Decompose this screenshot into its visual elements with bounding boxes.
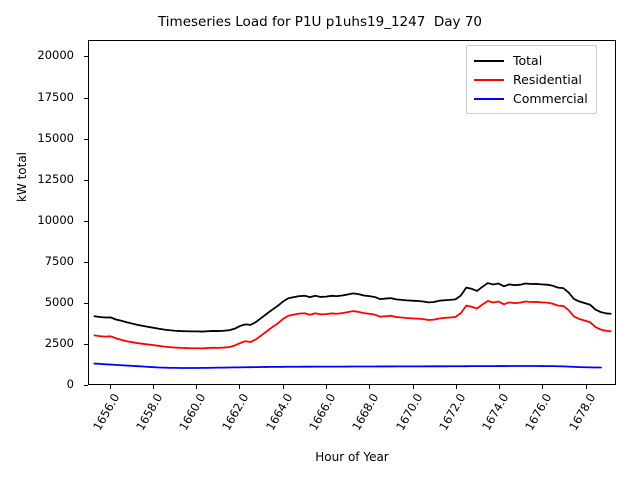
x-axis-tick-mark bbox=[109, 385, 111, 389]
x-axis-tick-mark bbox=[455, 385, 457, 389]
series-lines bbox=[93, 282, 612, 369]
x-axis-tick-label: 1660.0 bbox=[176, 391, 209, 433]
legend-label: Residential bbox=[513, 72, 582, 87]
x-axis-tick-mark bbox=[239, 385, 241, 389]
legend-item-commercial: Commercial bbox=[474, 89, 588, 108]
x-axis-tick-label: 1664.0 bbox=[262, 391, 296, 433]
x-axis-tick-label: 1678.0 bbox=[565, 391, 599, 433]
y-axis-tick-label: 12500 bbox=[37, 171, 74, 186]
y-axis-tick-label: 17500 bbox=[37, 89, 74, 104]
legend-label: Commercial bbox=[513, 91, 588, 106]
x-axis-tick-label: 1656.0 bbox=[89, 391, 123, 433]
y-axis-tick-label: 20000 bbox=[37, 48, 74, 63]
x-axis-tick-mark bbox=[412, 385, 414, 389]
y-axis-tick-label: 10000 bbox=[37, 212, 74, 227]
x-axis-tick-mark bbox=[542, 385, 544, 389]
legend-swatch-residential bbox=[474, 78, 504, 81]
y-axis-tick-label: 2500 bbox=[44, 335, 74, 350]
legend-swatch-total bbox=[474, 59, 504, 62]
y-axis-tick-label: 5000 bbox=[44, 294, 74, 309]
x-axis-tick-label: 1666.0 bbox=[306, 391, 339, 433]
x-axis-tick-mark bbox=[152, 385, 154, 389]
x-axis-tick-mark bbox=[282, 385, 284, 389]
y-axis-tick-labels: 0 2500 5000 7500 10000 12500 15000 17500 20000 bbox=[0, 40, 82, 390]
y-axis-tick-mark bbox=[84, 302, 88, 304]
x-axis-tick-mark bbox=[326, 385, 328, 389]
chart-title: Timeseries Load for P1U p1uhs19_1247 Day… bbox=[157, 14, 483, 30]
x-axis-tick-label: 1674.0 bbox=[479, 391, 512, 433]
y-axis-tick-label: 0 bbox=[66, 377, 74, 391]
legend-item-total: Total bbox=[474, 51, 588, 70]
y-axis-tick-mark bbox=[84, 97, 88, 99]
x-axis-title: Hour of Year bbox=[315, 450, 389, 464]
x-axis-tick-label: 1672.0 bbox=[436, 391, 469, 433]
x-axis-tick-label: 1668.0 bbox=[349, 391, 382, 433]
x-axis-tick-mark bbox=[196, 385, 198, 389]
y-axis-tick-mark bbox=[84, 343, 88, 345]
y-axis-tick-mark bbox=[84, 385, 88, 386]
x-axis-tick-label: 1676.0 bbox=[522, 391, 555, 433]
legend-swatch-commercial bbox=[474, 97, 504, 100]
y-axis-tick-label: 15000 bbox=[37, 130, 74, 145]
y-axis-title: kW total bbox=[15, 151, 29, 203]
y-axis-tick-mark bbox=[84, 179, 88, 181]
series-line-commercial bbox=[93, 362, 602, 369]
x-axis-tick-label: 1658.0 bbox=[133, 391, 166, 433]
series-line-residential bbox=[93, 300, 612, 350]
legend-label: Total bbox=[513, 53, 543, 68]
y-axis-tick-mark bbox=[84, 138, 88, 140]
x-axis-tick-mark bbox=[585, 385, 587, 389]
x-axis-tick-mark bbox=[369, 385, 371, 389]
y-axis-tick-mark bbox=[84, 220, 88, 222]
y-axis-tick-label: 7500 bbox=[44, 253, 74, 268]
y-axis-tick-mark bbox=[84, 56, 88, 58]
chart-legend: Total Residential Commercial bbox=[466, 45, 597, 114]
series-line-total bbox=[93, 282, 612, 333]
y-axis-tick-mark bbox=[84, 261, 88, 263]
x-axis-tick-mark bbox=[499, 385, 501, 389]
x-axis-tick-label: 1670.0 bbox=[392, 391, 425, 433]
legend-item-residential: Residential bbox=[474, 70, 588, 89]
x-axis-tick-label: 1662.0 bbox=[219, 391, 252, 433]
